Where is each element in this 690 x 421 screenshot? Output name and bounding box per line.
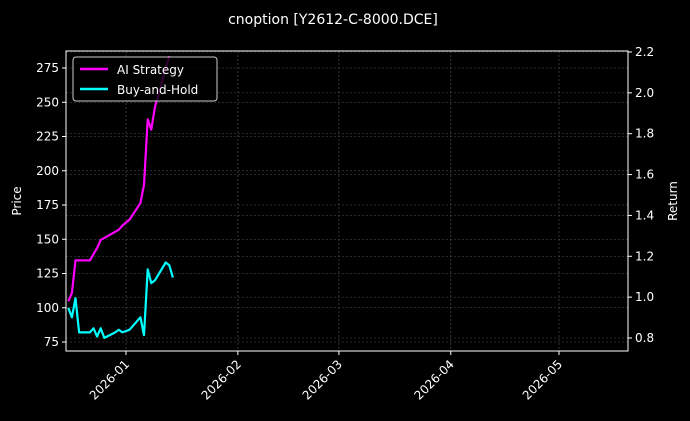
right-tick-label: 1.6 bbox=[635, 168, 654, 182]
left-tick-label: 225 bbox=[36, 130, 59, 144]
data-lines bbox=[67, 55, 174, 339]
legend-label-buy-and-hold: Buy-and-Hold bbox=[117, 83, 198, 97]
left-y-axis: 75 100 125 150 175 200 225 250 275 bbox=[36, 61, 66, 349]
ai-strategy-line bbox=[67, 55, 171, 302]
right-tick-label: 1.0 bbox=[635, 290, 654, 304]
right-y-axis: 0.8 1.0 1.2 1.4 1.6 1.8 2.0 2.2 bbox=[628, 45, 654, 345]
grid-lines bbox=[66, 51, 628, 351]
chart-title: cnoption [Y2612-C-8000.DCE] bbox=[228, 12, 438, 28]
left-tick-label: 125 bbox=[36, 267, 59, 281]
legend: AI Strategy Buy-and-Hold bbox=[72, 56, 218, 102]
left-tick-label: 275 bbox=[36, 61, 59, 75]
right-tick-label: 1.8 bbox=[635, 127, 654, 141]
buy-and-hold-line bbox=[67, 261, 174, 339]
right-tick-label: 2.0 bbox=[635, 86, 654, 100]
left-axis-label: Price bbox=[10, 186, 24, 215]
legend-label-ai-strategy: AI Strategy bbox=[117, 63, 184, 77]
right-tick-label: 1.4 bbox=[635, 208, 654, 222]
right-tick-label: 2.2 bbox=[635, 45, 654, 59]
right-tick-label: 1.2 bbox=[635, 249, 654, 263]
left-tick-label: 100 bbox=[36, 301, 59, 315]
right-tick-label: 0.8 bbox=[635, 331, 654, 345]
plot-frame bbox=[65, 50, 629, 352]
left-tick-label: 200 bbox=[36, 164, 59, 178]
legend-box bbox=[72, 56, 218, 102]
x-tick-label: 2026-05 bbox=[520, 357, 565, 402]
left-tick-label: 75 bbox=[44, 335, 59, 349]
left-tick-label: 150 bbox=[36, 232, 59, 246]
x-tick-label: 2026-01 bbox=[87, 357, 132, 402]
right-axis-label: Return bbox=[666, 181, 680, 221]
x-tick-label: 2026-04 bbox=[412, 357, 457, 402]
left-tick-label: 175 bbox=[36, 198, 59, 212]
x-tick-label: 2026-02 bbox=[199, 357, 244, 402]
x-axis: 2026-01 2026-02 2026-03 2026-04 2026-05 bbox=[87, 351, 565, 403]
x-tick-label: 2026-03 bbox=[300, 357, 345, 402]
left-tick-label: 250 bbox=[36, 95, 59, 109]
